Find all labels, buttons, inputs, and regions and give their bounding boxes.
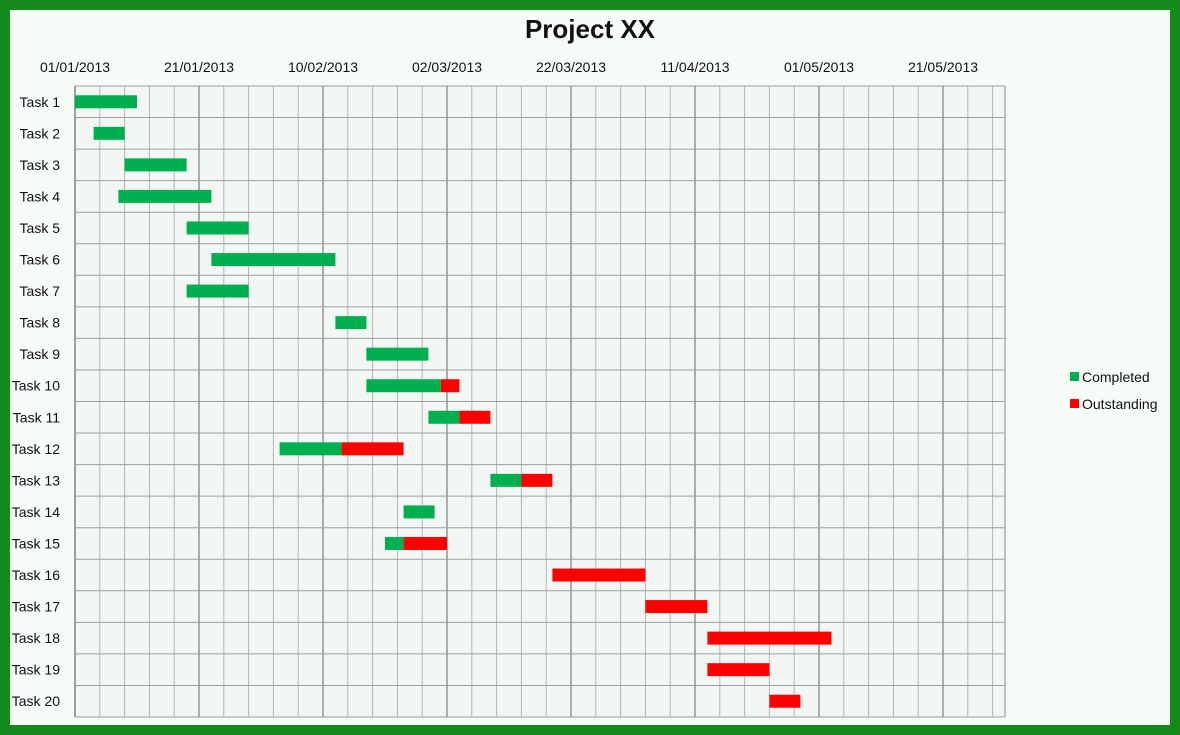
- outstanding-bar: [707, 631, 832, 645]
- task-label: Task 10: [12, 378, 60, 394]
- task-label: Task 8: [20, 315, 61, 331]
- completed-bar: [366, 379, 441, 393]
- task-label: Task 18: [12, 630, 60, 646]
- x-tick-label: 21/01/2013: [164, 59, 234, 75]
- x-tick-label: 01/01/2013: [40, 59, 110, 75]
- task-label: Task 5: [20, 220, 61, 236]
- legend-swatch: [1070, 399, 1079, 408]
- completed-bar: [335, 316, 367, 330]
- task-label: Task 3: [20, 157, 61, 173]
- x-tick-label: 10/02/2013: [288, 59, 358, 75]
- outstanding-bar: [521, 473, 553, 487]
- task-label: Task 14: [12, 504, 60, 520]
- completed-bar: [428, 410, 460, 424]
- task-label: Task 20: [12, 693, 60, 709]
- completed-bar: [75, 95, 137, 109]
- outstanding-bar: [440, 379, 460, 393]
- completed-bar: [211, 253, 336, 267]
- outstanding-bar: [707, 663, 770, 677]
- task-label: Task 19: [12, 662, 60, 678]
- x-tick-label: 01/05/2013: [784, 59, 854, 75]
- legend: Completed Outstanding: [1070, 369, 1158, 412]
- outstanding-bar: [552, 568, 646, 582]
- completed-bar: [118, 189, 212, 203]
- task-label: Task 13: [12, 472, 60, 488]
- task-label: Task 11: [13, 409, 60, 425]
- legend-swatch: [1070, 372, 1079, 381]
- task-bars: [75, 95, 832, 708]
- completed-bar: [93, 126, 125, 140]
- outstanding-bar: [341, 442, 404, 456]
- grid-lines: [74, 85, 1006, 718]
- task-label: Task 15: [12, 535, 60, 551]
- completed-bar: [279, 442, 342, 456]
- completed-bar: [366, 347, 429, 361]
- completed-bar: [403, 505, 435, 519]
- x-tick-label: 22/03/2013: [536, 59, 606, 75]
- task-label: Task 17: [12, 599, 60, 615]
- legend-label: Completed: [1082, 369, 1150, 385]
- task-label: Task 7: [20, 283, 61, 299]
- x-tick-label: 02/03/2013: [412, 59, 482, 75]
- x-tick-label: 11/04/2013: [660, 59, 729, 75]
- outstanding-bar: [769, 694, 801, 708]
- completed-bar: [385, 536, 404, 550]
- legend-label: Outstanding: [1082, 396, 1158, 412]
- task-label: Task 6: [20, 252, 61, 268]
- task-labels: Task 1 Task 2 Task 3 Task 4 Task 5 Task 6 Task…: [12, 94, 60, 709]
- task-label: Task 2: [20, 125, 61, 141]
- completed-bar: [186, 284, 249, 298]
- task-label: Task 16: [12, 567, 60, 583]
- task-label: Task 4: [20, 188, 61, 204]
- task-label: Task 12: [12, 441, 60, 457]
- task-label: Task 1: [20, 94, 61, 110]
- completed-bar: [490, 473, 522, 487]
- x-tick-labels: 01/01/2013 21/01/2013 10/02/2013 02/03/2013…: [40, 59, 978, 75]
- outstanding-bar: [403, 536, 447, 550]
- outstanding-bar: [459, 410, 491, 424]
- chart-title: Project XX: [524, 14, 656, 44]
- completed-bar: [186, 221, 249, 235]
- completed-bar: [124, 158, 187, 172]
- x-tick-label: 21/05/2013: [908, 59, 978, 75]
- outstanding-bar: [645, 600, 708, 614]
- task-label: Task 9: [20, 346, 61, 362]
